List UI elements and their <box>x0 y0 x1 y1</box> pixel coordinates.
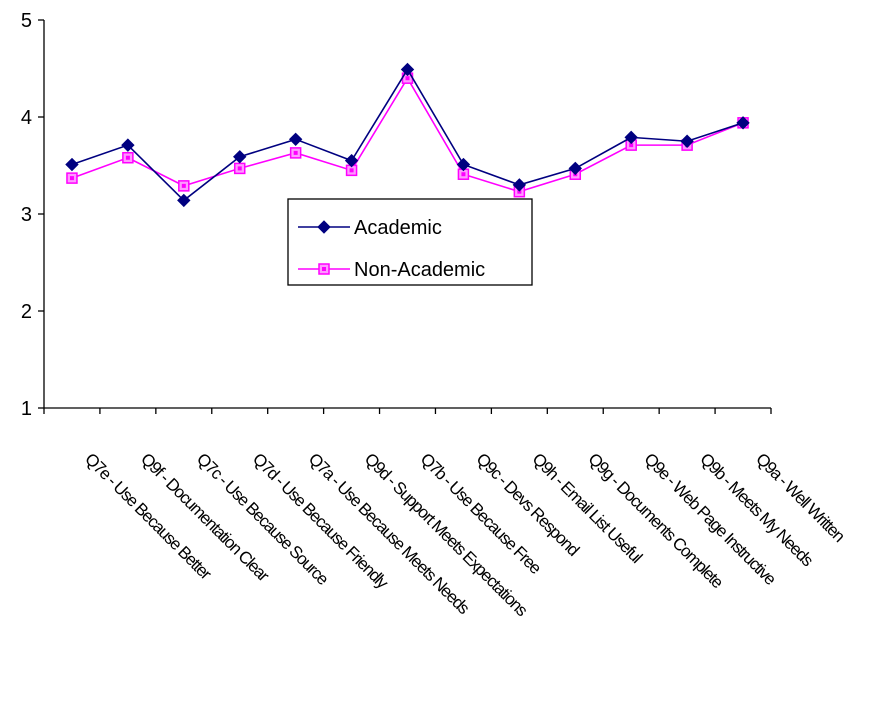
data-point <box>624 130 638 145</box>
data-point-center <box>181 183 186 188</box>
data-point <box>288 132 303 147</box>
data-point-center <box>517 189 522 194</box>
legend-label: Non-Academic <box>354 259 485 281</box>
data-point-center <box>125 155 130 160</box>
x-tick-label: Q9h - Email List Useful <box>529 449 646 566</box>
y-tick-label: 3 <box>21 204 32 226</box>
data-point <box>736 116 750 130</box>
data-point-center <box>349 168 354 173</box>
data-point <box>400 62 415 77</box>
series-lines <box>65 62 750 208</box>
axes <box>38 19 772 414</box>
series-non-academic <box>66 72 749 198</box>
data-point-center <box>293 150 298 155</box>
legend-label: Academic <box>354 217 442 239</box>
y-tick-labels: 1 2 3 4 5 <box>21 10 32 420</box>
y-tick-label: 1 <box>21 398 32 420</box>
series-academic <box>65 62 750 208</box>
data-point <box>512 178 527 192</box>
data-point <box>680 134 694 148</box>
data-point <box>233 150 247 164</box>
legend: Academic Non-Academic <box>287 198 533 286</box>
data-point-center <box>461 172 466 177</box>
data-point <box>456 157 471 172</box>
y-tick-label: 2 <box>21 301 32 323</box>
legend-marker <box>317 220 331 234</box>
y-tick-label: 5 <box>21 10 32 32</box>
data-point-center <box>629 143 634 148</box>
data-point <box>121 138 135 152</box>
data-point-center <box>405 76 410 81</box>
y-tick-label: 4 <box>21 107 32 129</box>
data-point <box>568 161 582 176</box>
data-point <box>177 193 191 208</box>
data-point <box>65 157 79 172</box>
data-point-center <box>237 166 242 171</box>
data-point-center <box>69 176 74 181</box>
legend-marker-center <box>322 267 326 271</box>
series-line <box>71 76 744 193</box>
data-point <box>344 153 359 168</box>
x-tick-label: Q9c - Devs Respond <box>473 449 583 559</box>
